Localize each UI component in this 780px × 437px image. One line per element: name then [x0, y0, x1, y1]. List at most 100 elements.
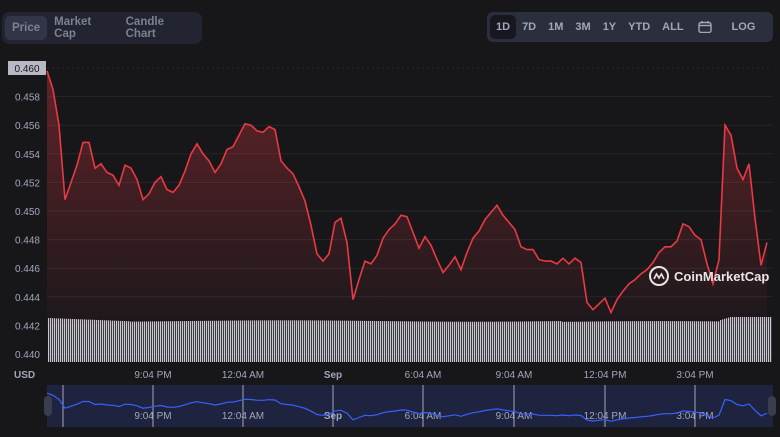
- volume-bar: [326, 320, 328, 362]
- volume-bar: [154, 321, 156, 362]
- volume-bar: [388, 321, 390, 362]
- volume-bar: [260, 320, 262, 362]
- volume-bar: [714, 321, 716, 362]
- volume-bar: [396, 321, 398, 362]
- volume-bar: [542, 321, 544, 362]
- volume-bar: [438, 321, 440, 362]
- tab-candle-chart[interactable]: Candle Chart: [125, 16, 164, 40]
- volume-bar: [228, 320, 230, 362]
- volume-bar: [76, 319, 78, 362]
- volume-bar: [610, 321, 612, 362]
- volume-bar: [336, 320, 338, 362]
- volume-bar: [422, 321, 424, 362]
- volume-bar: [588, 321, 590, 362]
- volume-bar: [278, 320, 280, 362]
- volume-bar: [182, 321, 184, 362]
- volume-bar: [556, 321, 558, 362]
- volume-bar: [254, 320, 256, 362]
- volume-bar: [134, 321, 136, 362]
- volume-bar: [108, 320, 110, 362]
- volume-bar: [56, 318, 58, 362]
- volume-bar: [642, 321, 644, 362]
- volume-bar: [420, 321, 422, 362]
- volume-bar: [716, 321, 718, 362]
- volume-bar: [324, 320, 326, 362]
- x-tick-label: 12:04 AM: [222, 370, 264, 381]
- volume-bar: [184, 321, 186, 362]
- volume-bar: [190, 320, 192, 362]
- volume-bar: [688, 321, 690, 362]
- volume-bar: [768, 317, 770, 362]
- range-1d[interactable]: 1D: [490, 15, 517, 39]
- coinmarketcap-watermark: CoinMarketCap: [649, 266, 769, 286]
- volume-bar: [230, 320, 232, 362]
- range-3m[interactable]: 3M: [575, 21, 591, 33]
- range-ytd[interactable]: YTD: [628, 21, 651, 33]
- volume-bar: [696, 321, 698, 362]
- volume-bar: [338, 320, 340, 362]
- tab-price[interactable]: Price: [5, 16, 48, 40]
- volume-bar: [400, 321, 402, 362]
- volume-bar: [600, 321, 602, 362]
- volume-bar: [130, 321, 132, 362]
- tab-market-cap[interactable]: Market Cap: [54, 16, 92, 40]
- volume-bar: [104, 320, 106, 362]
- volume-bar: [294, 320, 296, 362]
- volume-bar: [496, 321, 498, 362]
- volume-bar: [270, 320, 272, 362]
- volume-bars: [48, 317, 772, 362]
- volume-bar: [508, 321, 510, 362]
- range-1y[interactable]: 1Y: [602, 21, 617, 33]
- range-1m[interactable]: 1M: [548, 21, 564, 33]
- volume-bar: [306, 320, 308, 362]
- volume-bar: [448, 321, 450, 362]
- volume-bar: [156, 321, 158, 362]
- volume-bar: [96, 319, 98, 362]
- volume-bar: [328, 320, 330, 362]
- volume-bar: [100, 320, 102, 362]
- volume-bar: [488, 321, 490, 362]
- volume-bar: [232, 320, 234, 362]
- volume-bar: [466, 321, 468, 362]
- volume-bar: [456, 321, 458, 362]
- navigator-handle-right[interactable]: [768, 396, 776, 416]
- volume-bar: [584, 321, 586, 362]
- volume-bar: [252, 320, 254, 362]
- navigator-tick-label: 9:04 PM: [134, 411, 171, 422]
- volume-bar: [82, 319, 84, 362]
- volume-bar: [308, 320, 310, 362]
- volume-bar: [604, 321, 606, 362]
- range-7d[interactable]: 7D: [522, 21, 537, 33]
- volume-bar: [748, 317, 750, 362]
- volume-bar: [632, 321, 634, 362]
- volume-bar: [68, 318, 70, 362]
- volume-bar: [222, 320, 224, 362]
- volume-bar: [760, 317, 762, 362]
- volume-bar: [212, 320, 214, 362]
- volume-bar: [364, 320, 366, 362]
- volume-bar: [266, 320, 268, 362]
- volume-bar: [258, 320, 260, 362]
- volume-bar: [674, 321, 676, 362]
- volume-bar: [242, 320, 244, 362]
- volume-bar: [160, 321, 162, 362]
- volume-bar: [84, 319, 86, 362]
- volume-bar: [200, 320, 202, 362]
- volume-bar: [536, 321, 538, 362]
- log-scale-toggle[interactable]: LOG: [731, 21, 756, 33]
- volume-bar: [650, 321, 652, 362]
- volume-bar: [530, 321, 532, 362]
- calendar-icon[interactable]: [697, 21, 712, 33]
- volume-bar: [152, 321, 154, 362]
- range-all[interactable]: ALL: [662, 21, 684, 33]
- volume-bar: [322, 320, 324, 362]
- volume-bar: [520, 321, 522, 362]
- volume-bar: [480, 321, 482, 362]
- volume-bar: [506, 321, 508, 362]
- navigator[interactable]: 9:04 PM 12:04 AM Sep 6:04 AM 9:04 AM 12:04 PM…: [44, 385, 776, 427]
- time-range-selector: 1D 7D 1M 3M 1Y YTD ALL LOG: [487, 12, 773, 42]
- volume-bar: [724, 318, 726, 362]
- volume-bar: [88, 319, 90, 362]
- volume-bar: [202, 320, 204, 362]
- navigator-handle-left[interactable]: [44, 396, 52, 416]
